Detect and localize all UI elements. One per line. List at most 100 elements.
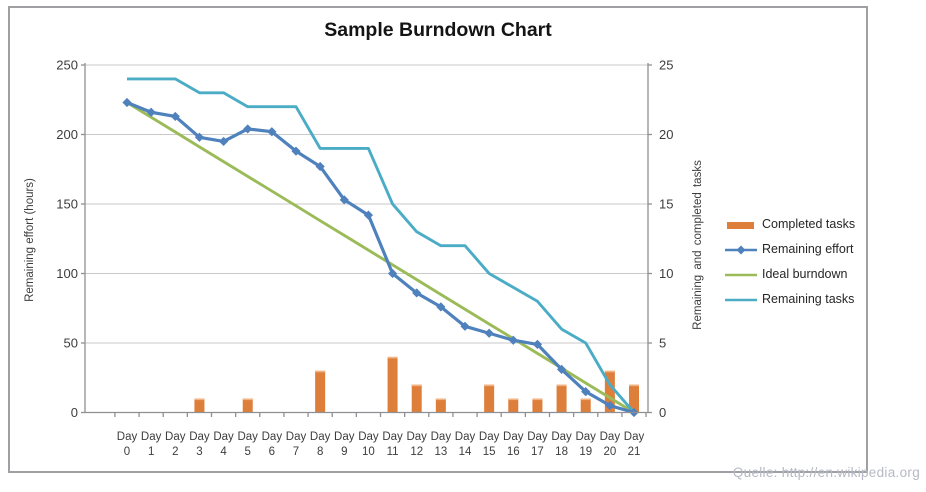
day-label: Day (213, 431, 234, 443)
day-label: Day (600, 431, 621, 443)
left-tick-label: 250 (56, 58, 78, 73)
bar (532, 398, 543, 413)
bar-highlight (604, 370, 615, 373)
bar (411, 384, 422, 413)
day-label-number: 21 (628, 446, 641, 458)
right-tick-label: 5 (659, 336, 666, 351)
right-tick-label: 0 (659, 405, 666, 420)
diamond-marker-icon (532, 339, 543, 349)
series-ideal-burndown (126, 101, 635, 414)
diamond-marker-icon (436, 302, 446, 312)
day-label: Day (479, 431, 500, 443)
bar (194, 398, 205, 413)
bar-highlight (242, 398, 253, 401)
day-label-number: 0 (124, 446, 130, 458)
y-axis-left-labels: 0 50 100 150 200 250 (56, 58, 78, 421)
day-label-number: 5 (245, 446, 251, 458)
diamond-marker-icon (146, 107, 156, 117)
day-label: Day (624, 431, 645, 443)
day-label: Day (334, 431, 355, 443)
line-swatch-icon (725, 293, 757, 305)
bar-highlight (411, 384, 422, 387)
diamond-marker-icon (605, 400, 615, 411)
day-label: Day (262, 431, 283, 443)
day-label-number: 16 (507, 446, 520, 458)
bar-highlight (508, 398, 519, 401)
day-label-number: 4 (220, 446, 227, 458)
day-label: Day (406, 431, 427, 443)
diamond-marker-icon (484, 328, 494, 338)
day-label-number: 11 (387, 446, 399, 458)
remaining-tasks-line (127, 77, 636, 414)
diamond-marker-icon (339, 195, 349, 205)
day-label-number: 1 (148, 446, 154, 458)
legend-item-remaining-effort: Remaining effort (725, 236, 855, 261)
bar-highlight (532, 398, 543, 401)
day-label-number: 20 (603, 446, 616, 458)
day-label-number: 12 (410, 446, 423, 458)
diamond-marker-icon (460, 321, 470, 331)
day-label: Day (165, 431, 186, 443)
diamond-marker-icon (122, 97, 132, 108)
legend-item-completed-tasks: Completed tasks (725, 211, 855, 236)
series-remaining-effort (122, 97, 639, 418)
day-label-number: 14 (459, 446, 472, 458)
y-axis-right-labels: 0 5 10 15 20 25 (659, 58, 673, 421)
gridlines (85, 64, 648, 344)
legend-label: Ideal burndown (762, 266, 848, 281)
bar (556, 384, 567, 413)
legend-label: Completed tasks (762, 216, 856, 231)
day-label-number: 3 (196, 446, 202, 458)
axis-lines (84, 63, 649, 414)
day-label: Day (141, 431, 162, 443)
bar-swatch-icon (725, 218, 757, 230)
day-label: Day (551, 431, 572, 443)
source-note: Quelle: http://en.wikipedia.org (732, 465, 920, 480)
day-label-number: 2 (172, 446, 178, 458)
bar (435, 398, 446, 413)
series-completed-tasks (194, 356, 639, 413)
day-label-number: 9 (341, 446, 347, 458)
day-label-number: 10 (362, 446, 375, 458)
diamond-marker-icon (194, 132, 205, 142)
day-label-number: 19 (579, 446, 592, 458)
left-axis-title: Remaining effort (hours) (24, 178, 36, 302)
right-tick-label: 25 (659, 58, 673, 73)
bar-highlight (484, 384, 495, 387)
day-label-number: 18 (555, 446, 568, 458)
bar-highlight (629, 384, 639, 387)
line-swatch-icon (725, 268, 757, 280)
diamond-marker-icon (387, 268, 398, 279)
chart-title: Sample Burndown Chart (324, 19, 552, 41)
legend-label: Remaining tasks (762, 291, 855, 306)
diamond-marker-icon (581, 387, 591, 397)
diamond-marker-icon (267, 127, 277, 137)
bar (629, 384, 639, 413)
day-label-number: 15 (483, 446, 496, 458)
ideal-burndown-line (126, 101, 635, 414)
legend-item-remaining-tasks: Remaining tasks (725, 286, 855, 311)
day-label: Day (237, 431, 258, 443)
diamond-marker-icon (556, 364, 567, 375)
diamond-marker-icon (315, 161, 325, 172)
axis-ticks (81, 64, 652, 417)
bar (484, 384, 495, 413)
bar (580, 398, 591, 413)
x-axis-labels: Day 0 Day 1 Day 2 Day 3 Day 4 Day 5 Day 6 Day 7 Day 8 Day 9… (117, 431, 645, 458)
day-label: Day (189, 431, 210, 443)
series-remaining-tasks (127, 77, 636, 414)
bar-highlight (556, 384, 567, 387)
bar-highlight (194, 398, 205, 401)
day-label-number: 6 (269, 446, 275, 458)
bar (242, 398, 253, 413)
right-tick-label: 15 (659, 197, 673, 212)
day-label: Day (117, 431, 138, 443)
day-label-number: 13 (434, 446, 447, 458)
diamond-marker-icon (170, 111, 180, 122)
remaining-effort-line (126, 101, 635, 415)
bar (315, 370, 326, 413)
bar (604, 370, 615, 413)
bar (508, 398, 519, 413)
